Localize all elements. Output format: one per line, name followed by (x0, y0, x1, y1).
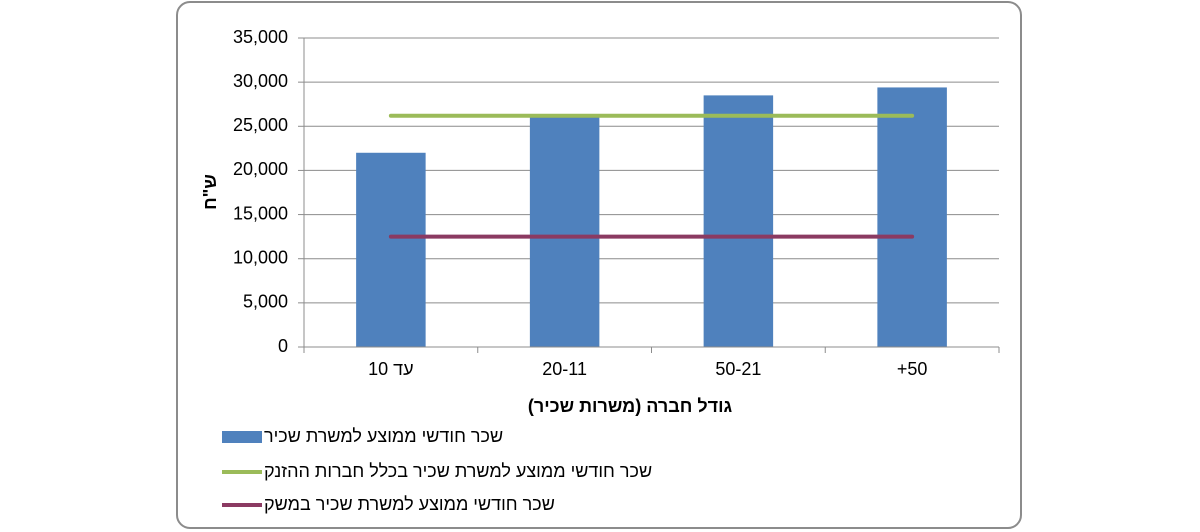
axes (298, 37, 1000, 353)
series-lines (388, 113, 915, 239)
y-tick-label: 10,000 (233, 247, 288, 267)
bar (356, 152, 426, 347)
y-tick-label: 30,000 (233, 71, 288, 91)
y-axis-title: ש"ח (200, 174, 220, 210)
y-tick-label: 20,000 (233, 159, 288, 179)
y-tick-label: 5,000 (243, 292, 288, 312)
tick-labels: 0 5,000 10,000 15,000 20,000 25,000 30,000 35,0… (233, 27, 927, 379)
bar (877, 87, 947, 347)
y-tick-label: 15,000 (233, 203, 288, 223)
x-tick-label: עד 10 (368, 359, 413, 379)
x-tick-label: 50-21 (715, 359, 761, 379)
bar (529, 117, 600, 347)
legend: שכר חודשי ממוצע למשרת שכיר שכר חודשי ממוצ… (222, 426, 652, 514)
x-tick-label: 20-11 (542, 359, 587, 379)
bars (356, 87, 947, 347)
y-tick-label: 0 (278, 336, 288, 356)
legend-label: שכר חודשי ממוצע למשרת שכיר בכלל חברות הה… (264, 461, 652, 481)
legend-swatch (222, 431, 262, 443)
legend-label: שכר חודשי ממוצע למשרת שכיר (264, 426, 503, 446)
y-tick-label: 25,000 (233, 115, 288, 135)
bar (703, 95, 774, 347)
y-tick-label: 35,000 (233, 27, 288, 47)
x-tick-label: +50 (897, 359, 928, 379)
x-axis-title: גודל חברה (משרות שכיר) (528, 396, 733, 416)
legend-label: שכר חודשי ממוצע למשרת שכיר במשק (264, 494, 555, 514)
